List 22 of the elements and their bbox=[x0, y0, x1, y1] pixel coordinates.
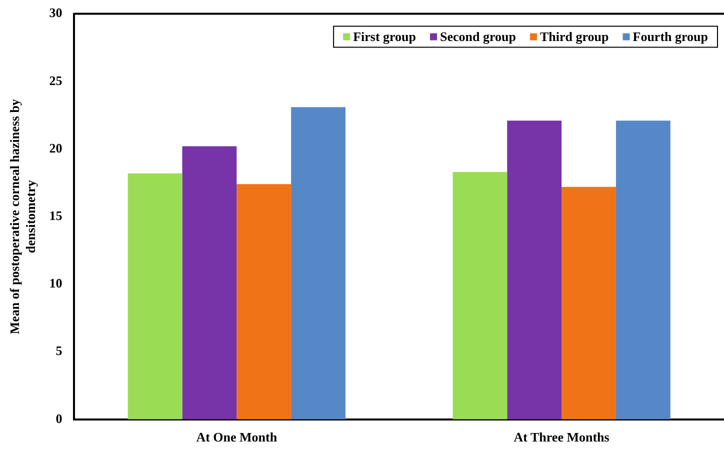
legend-label: Fourth group bbox=[632, 29, 708, 44]
bar bbox=[236, 184, 292, 420]
bar bbox=[562, 186, 616, 420]
y-axis-title: Mean of postoperative corneal haziness by densitometry bbox=[7, 98, 38, 334]
y-tick-label: 0 bbox=[56, 410, 62, 426]
y-tick-label: 30 bbox=[49, 5, 62, 20]
x-tick-label: At One Month bbox=[196, 430, 278, 445]
bar bbox=[291, 107, 346, 420]
bar bbox=[507, 120, 562, 420]
y-tick-label: 10 bbox=[49, 276, 62, 291]
legend-label: Second group bbox=[440, 29, 516, 44]
bar bbox=[182, 146, 237, 420]
legend-label: Third group bbox=[540, 29, 609, 44]
bar bbox=[616, 120, 670, 420]
y-tick-label: 5 bbox=[56, 343, 63, 358]
bar bbox=[128, 173, 182, 420]
legend-label: First group bbox=[353, 29, 416, 44]
x-tick-label: At Three Months bbox=[514, 430, 610, 445]
bar bbox=[452, 172, 508, 420]
y-tick-label: 15 bbox=[49, 208, 63, 223]
y-tick-label: 20 bbox=[49, 140, 62, 156]
y-tick-label: 25 bbox=[49, 72, 63, 88]
